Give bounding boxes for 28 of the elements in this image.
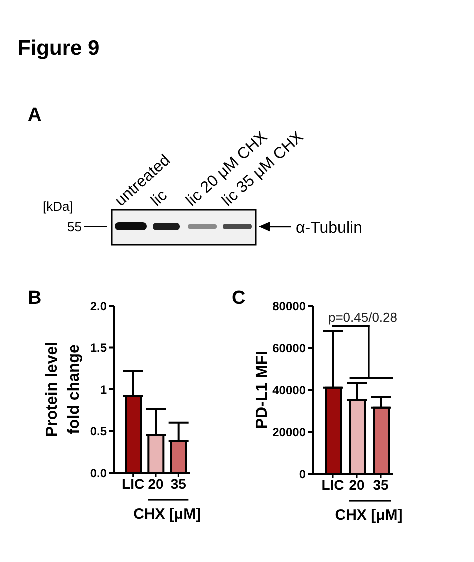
y-tick-label: 0	[299, 467, 306, 482]
x-axis-title: CHX [μM]	[335, 507, 403, 524]
text: [kDa]	[43, 199, 74, 214]
text: A	[28, 105, 42, 126]
x-tick-label: LIC	[322, 476, 344, 493]
y-tick-label: 80000	[272, 299, 306, 314]
y-tick-label: 0.0	[90, 466, 108, 480]
y-tick-label: 1.5	[90, 341, 108, 356]
y-tick-label: 20000	[272, 425, 306, 440]
annotation: p=0.45/0.28	[328, 310, 398, 326]
chart-title: B	[28, 288, 42, 309]
y-tick-label: 0.5	[90, 424, 108, 439]
y-axis-title: PD-L1 MFI	[254, 350, 271, 430]
x-axis-title: CHX [μM]	[134, 506, 202, 523]
x-tick-label: LIC	[122, 476, 145, 492]
y-tick-label: 60000	[272, 341, 306, 356]
y-axis-title: Protein level fold change	[44, 342, 83, 438]
text: 55	[68, 220, 82, 234]
text: α-Tubulin	[296, 220, 362, 237]
x-tick-label: 20	[148, 476, 164, 492]
x-tick-label: 20	[349, 476, 365, 493]
chart-title: C	[232, 288, 246, 309]
text: Figure 9	[18, 37, 100, 60]
x-tick-label: 35	[170, 476, 187, 492]
y-tick-label: 40000	[272, 383, 306, 398]
y-tick-label: 1	[100, 382, 108, 397]
x-tick-label: 35	[373, 476, 389, 493]
y-tick-label: 2.0	[90, 299, 108, 314]
